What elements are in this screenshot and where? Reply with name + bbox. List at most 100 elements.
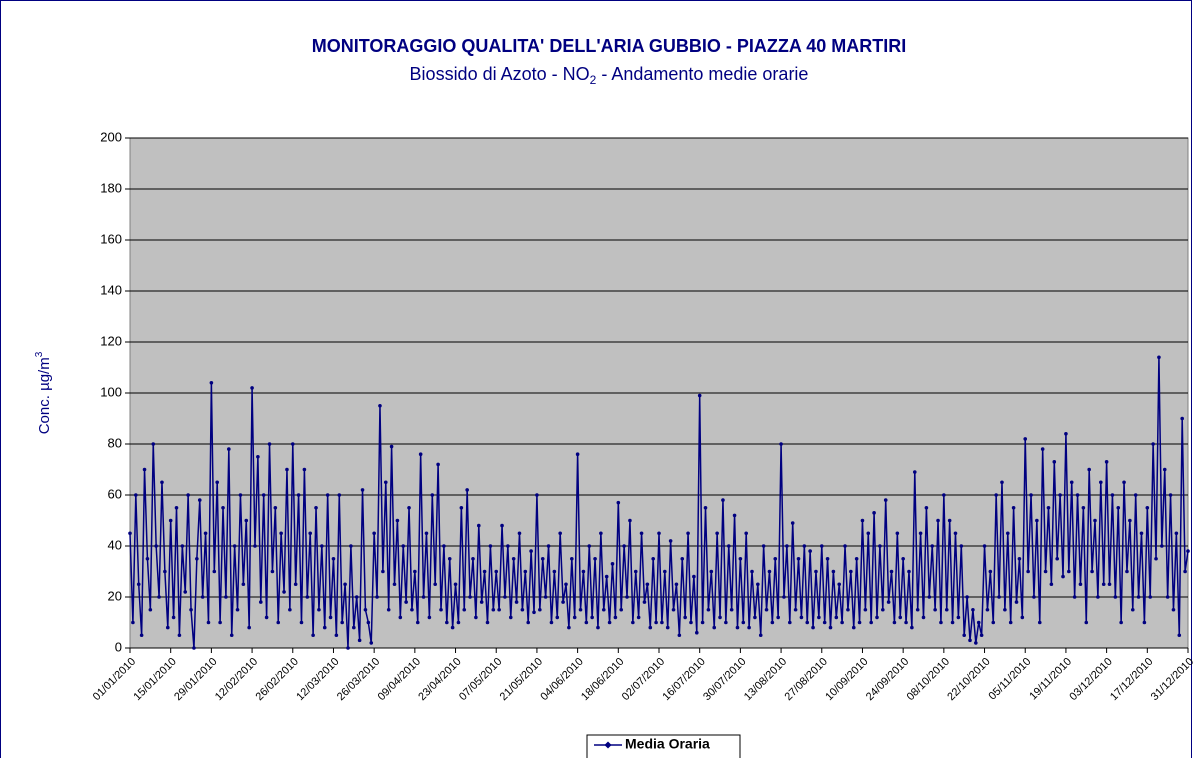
data-point xyxy=(508,615,513,620)
data-point xyxy=(157,595,161,599)
data-point xyxy=(389,444,394,449)
data-point xyxy=(1064,432,1068,436)
data-point xyxy=(697,393,702,398)
data-point xyxy=(177,633,182,638)
data-point xyxy=(360,488,365,492)
data-point xyxy=(840,620,844,625)
y-tick-label: 0 xyxy=(115,639,122,654)
data-point xyxy=(1119,620,1123,625)
data-point xyxy=(413,569,417,574)
data-point xyxy=(776,615,780,620)
data-point xyxy=(154,544,158,548)
y-tick-label: 120 xyxy=(100,333,122,348)
data-point xyxy=(491,607,496,612)
data-point xyxy=(770,620,775,625)
data-point xyxy=(171,615,176,620)
data-point xyxy=(200,595,205,599)
data-point xyxy=(889,569,894,574)
data-point xyxy=(270,569,275,574)
y-tick-label: 100 xyxy=(100,384,122,399)
data-point xyxy=(971,607,975,612)
data-point xyxy=(354,595,359,599)
data-point xyxy=(1099,480,1103,485)
data-point xyxy=(209,381,214,385)
data-point xyxy=(1165,595,1170,599)
data-point xyxy=(229,633,234,638)
data-point xyxy=(290,442,295,446)
subtitle-text: - Andamento medie orarie xyxy=(596,64,808,84)
data-point xyxy=(1029,493,1033,497)
data-point xyxy=(256,454,260,459)
data-point xyxy=(933,607,937,612)
data-point xyxy=(134,493,138,497)
data-point xyxy=(1040,447,1045,451)
data-point xyxy=(488,544,493,548)
data-point xyxy=(633,569,638,574)
data-point xyxy=(128,531,132,536)
data-point xyxy=(779,442,783,446)
data-point xyxy=(677,633,682,638)
data-point xyxy=(1055,556,1060,561)
y-tick-label: 20 xyxy=(108,588,122,603)
data-point xyxy=(311,633,315,638)
data-point xyxy=(241,582,246,587)
data-point xyxy=(163,569,167,574)
data-point xyxy=(892,620,897,625)
data-point xyxy=(1067,569,1071,574)
data-point xyxy=(979,633,984,638)
data-point xyxy=(433,582,437,587)
data-point xyxy=(418,452,423,457)
data-point xyxy=(517,531,522,536)
data-point xyxy=(694,630,699,635)
data-point xyxy=(1128,518,1132,523)
data-point xyxy=(790,521,795,525)
chart-subtitle: Biossido di Azoto - NO2 - Andamento medi… xyxy=(410,64,809,87)
data-point xyxy=(1162,467,1167,472)
data-point xyxy=(543,595,548,599)
data-point xyxy=(976,620,981,625)
y-label-text: Conc. µg/m xyxy=(36,357,53,434)
data-point xyxy=(648,625,653,630)
data-point xyxy=(1084,620,1089,625)
data-point xyxy=(232,544,237,548)
data-point xyxy=(596,625,600,630)
data-point xyxy=(1008,620,1013,625)
data-point xyxy=(375,595,379,599)
data-point xyxy=(468,595,472,599)
data-point xyxy=(947,518,952,523)
data-point xyxy=(476,523,481,528)
data-point xyxy=(383,480,388,485)
data-point xyxy=(1046,505,1051,510)
data-point xyxy=(1101,582,1106,587)
data-point xyxy=(471,556,475,561)
data-point xyxy=(767,569,772,574)
data-point xyxy=(340,620,344,625)
data-point xyxy=(264,615,269,620)
data-point xyxy=(878,544,882,548)
data-point xyxy=(642,600,647,604)
data-point xyxy=(953,531,958,536)
data-point xyxy=(1096,595,1100,599)
data-point xyxy=(273,505,278,510)
data-point xyxy=(549,620,554,625)
data-point xyxy=(825,556,830,561)
data-point xyxy=(186,493,190,497)
data-point xyxy=(814,569,818,574)
data-point xyxy=(401,544,406,548)
data-point xyxy=(442,544,446,548)
subtitle-sub: 2 xyxy=(590,73,597,87)
data-point xyxy=(1020,615,1025,620)
data-point xyxy=(590,615,594,620)
data-point xyxy=(959,544,964,548)
data-point xyxy=(750,569,754,574)
data-point xyxy=(683,615,687,620)
data-point xyxy=(985,607,990,612)
data-point xyxy=(180,544,185,548)
data-point xyxy=(927,595,932,599)
data-point xyxy=(235,607,240,612)
data-point xyxy=(631,620,635,625)
data-point xyxy=(267,442,272,446)
data-point xyxy=(526,620,531,625)
data-point xyxy=(764,607,769,612)
data-point xyxy=(253,544,257,548)
